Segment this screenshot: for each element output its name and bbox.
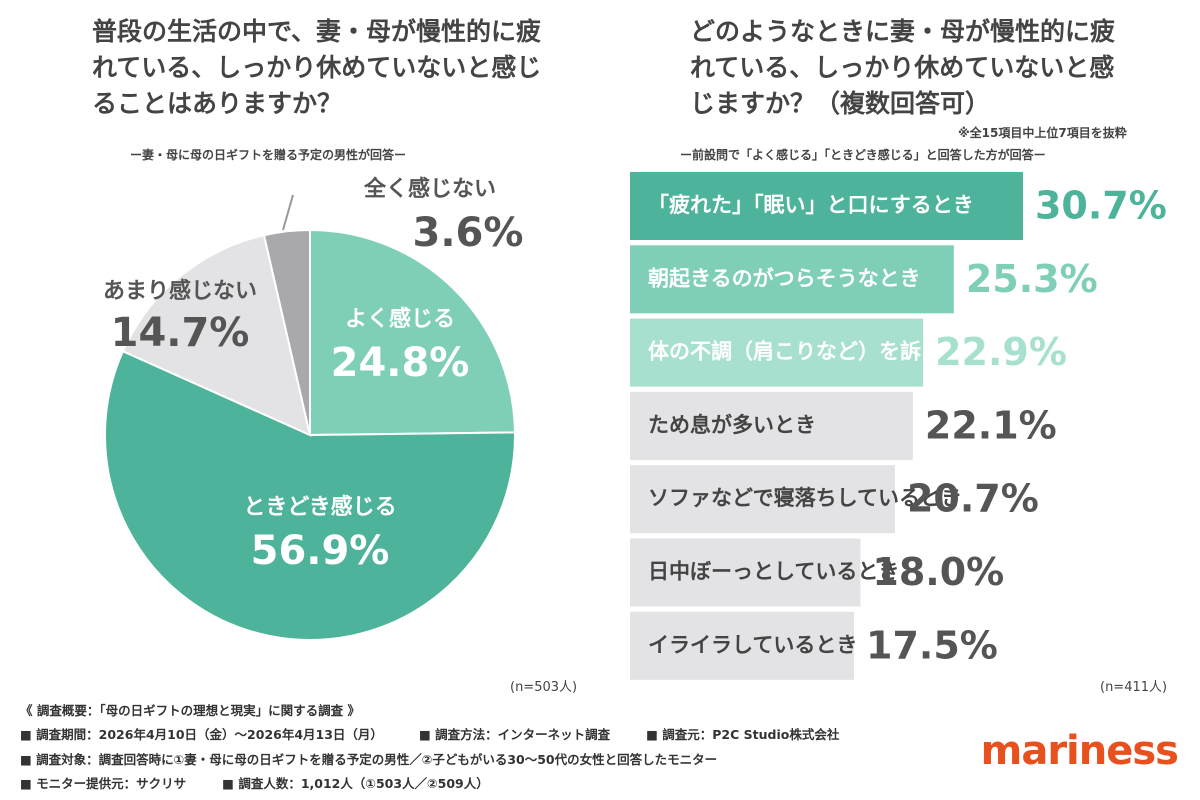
- footer-text: ■ 調査期間：2026年4月10日（金）〜2026年4月13日（月）: [20, 727, 383, 743]
- bar-label: 体の不調（肩こりなど）を訴えるとき: [648, 340, 1004, 364]
- bar-label: ソファなどで寝落ちしているとき: [648, 486, 962, 510]
- footer-text: ■ 調査対象：調査回答時に①妻・母に母の日ギフトを贈る予定の男性／②子どもがいる…: [20, 751, 718, 767]
- bar-annotation: ※全15項目中上位7項目を抜粋: [958, 126, 1127, 140]
- bar: [630, 611, 854, 680]
- slice-label: よく感じる: [345, 306, 455, 332]
- logo: mariness: [980, 728, 1179, 774]
- slice-label: あまり感じない: [103, 278, 257, 304]
- bar-value: 17.5%: [866, 623, 998, 667]
- pie-slice: [104, 349, 516, 641]
- leader-line: [282, 194, 294, 231]
- bar: [630, 391, 913, 460]
- bar-title: どのようなときに妻・母が慢性的に疲れている、しっかり休めていないと感じますか？（…: [690, 17, 1116, 118]
- pie-slice: [121, 234, 312, 437]
- footer-row: ■ 調査期間：2026年4月10日（金）〜2026年4月13日（月） ■ 調査方法…: [20, 722, 839, 747]
- bar-label: イライラしているとき: [648, 633, 857, 657]
- pie-subtitle: ー妻・母に母の日ギフトを贈る予定の男性が回答ー: [130, 148, 407, 162]
- footer-row: 《 調査概要：「母の日ギフトの理想と現実」に関する調査 》: [20, 697, 839, 722]
- slice-label: 全く感じない: [363, 176, 496, 202]
- bar-label: 日中ぼーっとしているとき: [648, 560, 899, 584]
- pie-slice: [262, 228, 311, 436]
- footer-text: ■ 調査元：P2C Studio株式会社: [646, 727, 840, 743]
- bar-label: ため息が多いとき: [648, 413, 816, 437]
- footer-row: ■ 調査対象：調査回答時に①妻・母に母の日ギフトを贈る予定の男性／②子どもがいる…: [20, 746, 839, 771]
- slice-label: ときどき感じる: [243, 494, 396, 520]
- pie-slice: [309, 228, 516, 437]
- pie-note: (n=503人): [510, 680, 578, 695]
- bar-value: 22.1%: [925, 403, 1057, 447]
- bar-subtitle: ー前設問で「よく感じる」「ときどき感じる」と回答した方が回答ー: [680, 148, 1046, 162]
- footer-row: ■ モニター提供元：サクリサ ■ 調査人数：1,012人（①503人／②509人）: [20, 771, 839, 796]
- bar: [630, 318, 924, 387]
- slice-value: 3.6%: [413, 210, 524, 256]
- bar: [630, 538, 861, 607]
- bar-value: 25.3%: [966, 257, 1098, 301]
- footer-text: ■ 調査人数：1,012人（①503人／②509人）: [222, 776, 489, 792]
- bar: [630, 465, 895, 534]
- bar: [630, 245, 954, 314]
- slice-value: 24.8%: [331, 340, 470, 386]
- footer-text: 《 調査概要：「母の日ギフトの理想と現実」に関する調査 》: [20, 702, 360, 718]
- footer: 《 調査概要：「母の日ギフトの理想と現実」に関する調査 》 ■ 調査期間：2026…: [20, 697, 839, 795]
- bar-value: 30.7%: [1035, 184, 1167, 228]
- bar: [630, 172, 1023, 240]
- bar-label: 朝起きるのがつらそうなとき: [648, 266, 921, 290]
- bar-value: 20.7%: [907, 477, 1039, 521]
- slice-value: 14.7%: [111, 310, 250, 356]
- footer-text: ■ モニター提供元：サクリサ: [20, 776, 187, 792]
- bar-note: (n=411人): [1100, 680, 1168, 695]
- bar-value: 18.0%: [872, 550, 1004, 594]
- bar-label: 「疲れた」「眠い」と口にするとき: [648, 193, 974, 217]
- footer-text: ■ 調査方法：インターネット調査: [418, 727, 611, 743]
- slice-value: 56.9%: [251, 528, 390, 574]
- pie-title: 普段の生活の中で、妻・母が慢性的に疲れている、しっかり休めていないと感じることは…: [92, 17, 542, 118]
- bar-value: 22.9%: [935, 330, 1067, 374]
